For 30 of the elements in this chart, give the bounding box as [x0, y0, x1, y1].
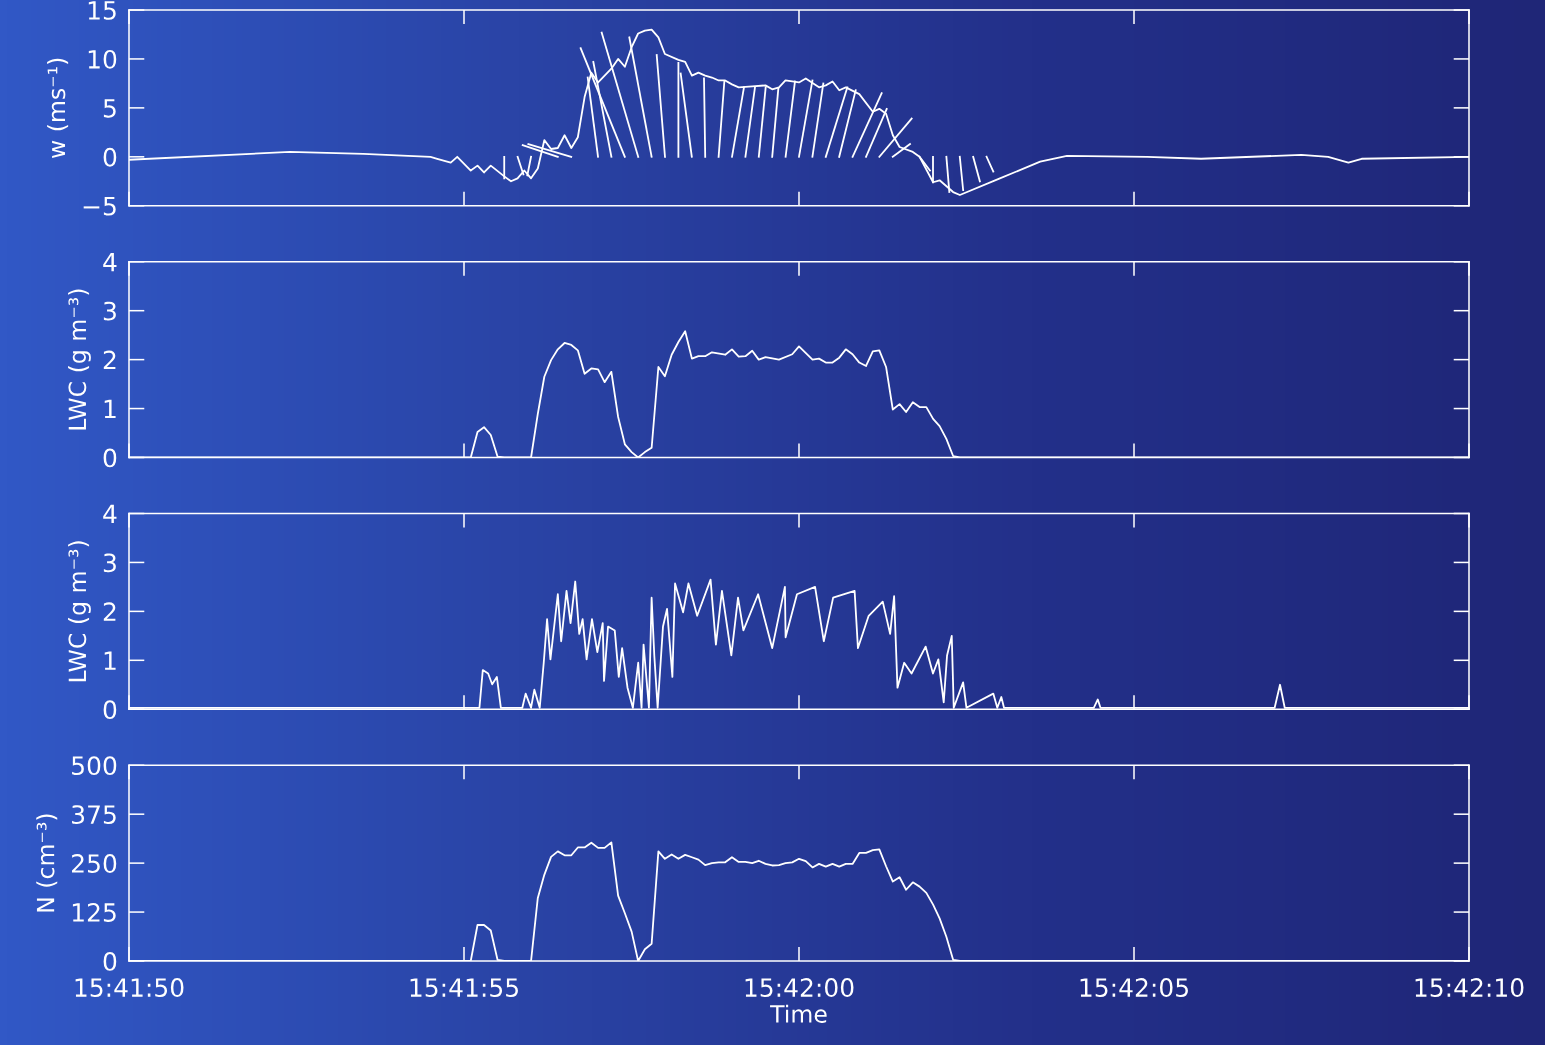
y-axis-title: w (ms⁻¹) [47, 58, 69, 159]
y-tick-label: 3 [103, 553, 116, 573]
x-tick-label: 15:42:00 [745, 978, 854, 998]
y-tick-label: 4 [103, 504, 117, 523]
x-tick-label: 15:41:55 [410, 978, 518, 998]
y-tick-label: 0 [103, 700, 117, 720]
y-tick-label: 375 [72, 805, 116, 825]
x-tick-label: 15:41:50 [75, 978, 184, 998]
y-tick-label: 5 [103, 99, 116, 118]
y-tick-label: 4 [103, 253, 117, 272]
y-axis-title: LWC (g m⁻³) [68, 541, 91, 682]
y-tick-label: 2 [103, 602, 116, 621]
y-tick-label: 15 [88, 1, 116, 20]
x-tick-label: 15:42:05 [1080, 978, 1188, 998]
y-tick-label: 500 [72, 756, 117, 776]
y-tick-label: 3 [103, 301, 116, 321]
y-tick-label: 0 [103, 448, 117, 468]
y-tick-label: 1 [104, 399, 116, 419]
y-tick-label: 2 [103, 350, 116, 370]
y-tick-label: 10 [88, 49, 117, 69]
y-tick-label: −5 [83, 197, 116, 216]
y-tick-label: 0 [103, 147, 117, 167]
y-tick-label: 125 [72, 903, 116, 922]
x-axis-title: Time [770, 1004, 827, 1023]
y-axis-title: N (cm⁻³) [36, 814, 58, 912]
y-tick-label: 0 [103, 951, 117, 971]
y-axis-title: LWC (g m⁻³) [68, 289, 91, 430]
y-tick-label: 250 [72, 854, 117, 873]
x-tick-label: 15:42:10 [1415, 978, 1524, 998]
y-tick-label: 1 [104, 651, 116, 670]
